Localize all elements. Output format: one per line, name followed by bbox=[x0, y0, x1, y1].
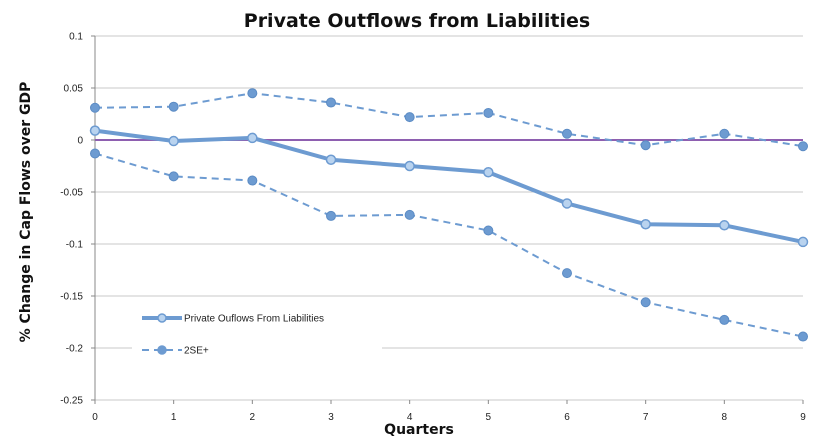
data-point bbox=[640, 140, 651, 151]
legend-label: Private Ouflows From Liabilities bbox=[184, 314, 324, 325]
data-point bbox=[719, 220, 730, 231]
data-point bbox=[561, 198, 573, 209]
legend: Private Ouflows From Liabilities 2SE+ bbox=[132, 302, 382, 372]
data-point bbox=[798, 141, 808, 152]
x-axis-ticks: 0 1 2 3 4 5 6 7 8 9 bbox=[92, 400, 806, 423]
data-point bbox=[168, 171, 179, 182]
data-point bbox=[89, 125, 101, 136]
x-tick-label: 9 bbox=[800, 412, 806, 423]
data-point bbox=[640, 297, 651, 308]
x-tick-label: 7 bbox=[643, 412, 649, 423]
y-axis-ticks: 0.1 0.05 0 -0.05 -0.1 -0.15 -0.2 -0.25 bbox=[60, 32, 95, 407]
y-tick-label: -0.2 bbox=[66, 344, 84, 355]
data-point bbox=[326, 97, 336, 108]
data-point bbox=[640, 218, 651, 230]
series-layer bbox=[89, 88, 809, 342]
x-tick-label: 2 bbox=[250, 412, 256, 423]
x-tick-label: 3 bbox=[328, 412, 334, 423]
legend-marker bbox=[157, 345, 167, 355]
data-point bbox=[798, 331, 808, 342]
series-line-main bbox=[94, 128, 804, 244]
y-axis-title: % Change in Cap Flows over GDP bbox=[18, 82, 34, 343]
y-tick-label: 0.05 bbox=[64, 84, 84, 95]
x-tick-label: 8 bbox=[722, 412, 728, 423]
data-point bbox=[90, 102, 100, 113]
x-axis-title: Quarters bbox=[384, 422, 454, 438]
y-tick-label: -0.25 bbox=[60, 396, 83, 407]
data-point bbox=[719, 128, 730, 139]
legend-label: 2SE+ bbox=[184, 346, 209, 357]
chart-title: Private Outflows from Liabilities bbox=[244, 10, 590, 32]
y-tick-label: -0.1 bbox=[66, 240, 84, 251]
y-tick-label: 0.1 bbox=[69, 32, 83, 43]
data-point bbox=[797, 236, 809, 248]
x-tick-label: 4 bbox=[407, 412, 413, 423]
data-point bbox=[719, 314, 730, 325]
data-point bbox=[483, 166, 494, 178]
legend-marker bbox=[157, 313, 167, 323]
legend-background bbox=[132, 302, 382, 372]
data-point bbox=[168, 135, 179, 147]
data-point bbox=[562, 268, 572, 279]
data-point bbox=[404, 112, 415, 123]
data-point bbox=[483, 107, 494, 118]
data-point bbox=[247, 175, 258, 186]
data-point bbox=[404, 209, 415, 220]
x-tick-label: 6 bbox=[564, 412, 570, 423]
data-point bbox=[562, 128, 572, 139]
data-point bbox=[168, 101, 179, 112]
x-tick-label: 0 bbox=[92, 412, 98, 423]
data-point bbox=[483, 225, 494, 236]
y-tick-label: 0 bbox=[77, 136, 83, 147]
data-point bbox=[90, 148, 100, 159]
y-tick-label: -0.15 bbox=[60, 292, 83, 303]
data-point bbox=[325, 154, 337, 166]
data-point bbox=[247, 88, 258, 99]
series-line-band bbox=[94, 152, 804, 338]
data-point bbox=[247, 132, 258, 144]
y-tick-label: -0.05 bbox=[60, 188, 83, 199]
x-tick-label: 5 bbox=[486, 412, 492, 423]
x-tick-label: 1 bbox=[171, 412, 177, 423]
data-point bbox=[326, 210, 336, 221]
data-point bbox=[404, 160, 415, 172]
